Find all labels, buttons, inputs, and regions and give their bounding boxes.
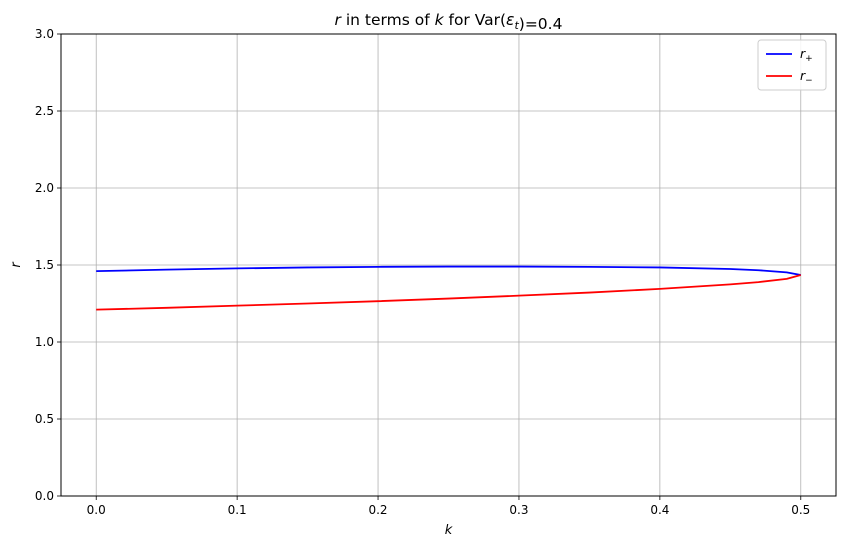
series-line-1 [96,274,802,311]
series-line-0 [96,265,801,276]
chart-title-text: r in terms of k for Var(εt)=0.4 [335,11,563,33]
chart-title: r in terms of k for Var(εt)=0.4 [335,11,563,33]
title-part: in terms of [341,11,435,29]
y-tick-label: 2.5 [35,104,54,118]
legend: r+ r− [757,39,827,91]
y-tick-label: 1.5 [35,258,54,272]
title-part: t [514,19,519,32]
x-tick-label: 0.5 [791,503,810,517]
x-axis-label: k [445,523,453,538]
x-tick-label: 0.3 [509,503,528,517]
x-tick-label: 0.1 [228,503,247,517]
legend-label: r− [800,68,813,86]
y-axis-ticks: 0.0 0.5 1.0 1.5 2.0 2.5 3.0 [35,27,61,503]
title-part: )=0.4 [519,15,563,33]
x-axis-ticks: 0.0 0.1 0.2 0.3 0.4 0.5 [87,496,810,517]
x-tick-label: 0.2 [368,503,387,517]
y-axis-label: r [9,261,24,268]
y-tick-label: 2.0 [35,181,54,195]
x-tick-label: 0.4 [650,503,669,517]
title-part: for Var( [444,11,506,29]
title-part: r [335,11,343,29]
x-tick-label: 0.0 [87,503,106,517]
y-tick-label: 3.0 [35,27,54,41]
series-lines [96,265,802,311]
title-part: ε [506,11,514,29]
y-tick-label: 0.5 [35,412,54,426]
title-part: k [435,11,445,29]
y-tick-label: 0.0 [35,489,54,503]
legend-box [757,39,827,91]
legend-label: r+ [800,46,813,64]
y-tick-label: 1.0 [35,335,54,349]
